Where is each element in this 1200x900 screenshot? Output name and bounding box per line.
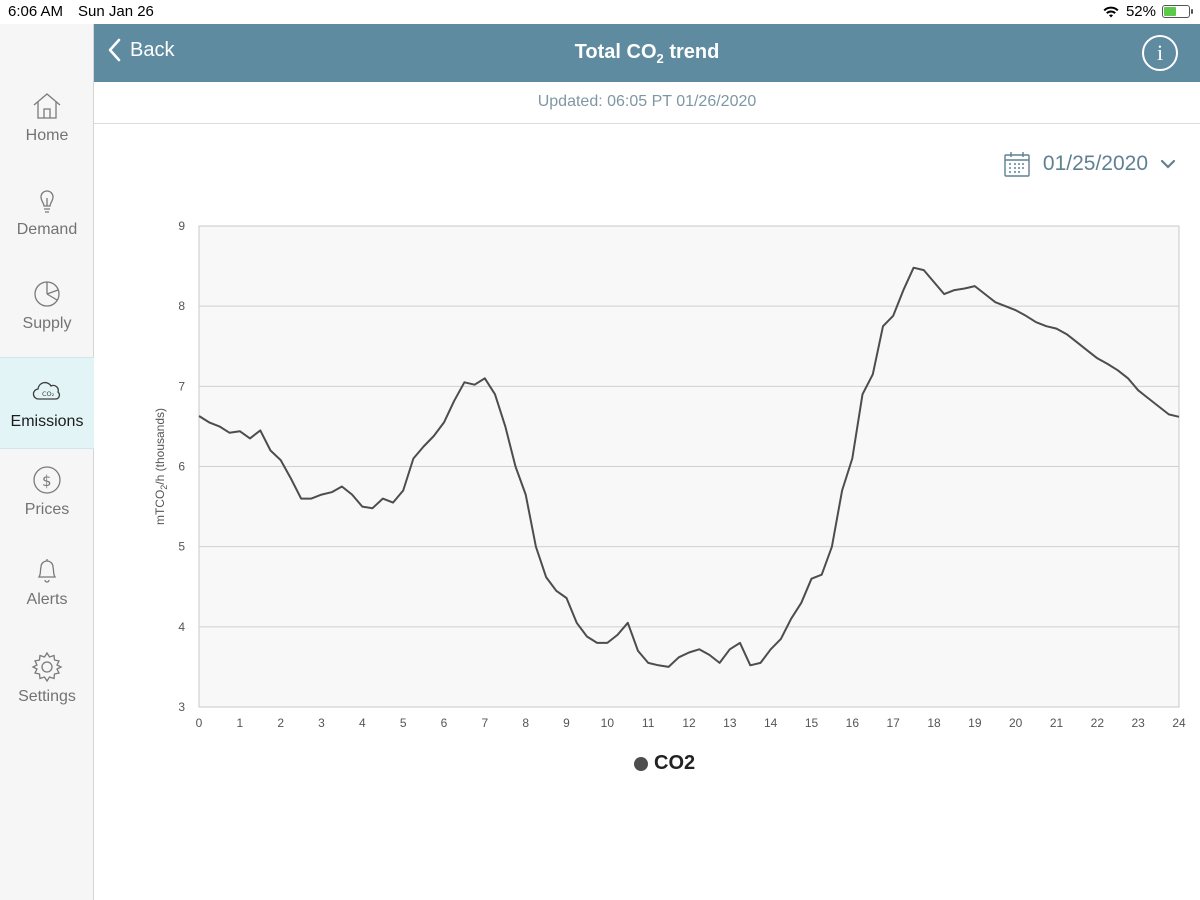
sidebar-item-home[interactable]: Home [0, 71, 94, 163]
svg-text:CO₂: CO₂ [42, 390, 55, 398]
y-axis-label: mTCO2/h (thousands) [153, 408, 169, 525]
y-tick-label: 6 [178, 460, 185, 474]
x-tick-label: 9 [563, 716, 570, 730]
date-picker-value: 01/25/2020 [1042, 152, 1148, 175]
x-tick-label: 8 [522, 716, 529, 730]
svg-text:$: $ [42, 472, 52, 490]
y-tick-label: 4 [178, 620, 185, 634]
sidebar: Home Demand Supply CO₂ Emissions $ Price… [0, 24, 94, 900]
sidebar-item-emissions[interactable]: CO₂ Emissions [0, 357, 94, 449]
calendar-icon [1004, 152, 1030, 177]
x-tick-label: 20 [1009, 716, 1023, 730]
x-tick-label: 13 [723, 716, 737, 730]
info-icon: i [1156, 40, 1164, 65]
x-tick-label: 1 [236, 716, 243, 730]
sidebar-item-label: Home [25, 127, 69, 144]
battery-percent: 52% [1125, 3, 1156, 20]
legend-label: CO2 [654, 752, 696, 774]
y-tick-label: 5 [178, 540, 185, 554]
x-tick-label: 18 [927, 716, 941, 730]
x-tick-label: 14 [764, 716, 778, 730]
battery-icon [1162, 5, 1193, 18]
x-tick-label: 11 [642, 716, 655, 730]
sidebar-item-demand[interactable]: Demand [0, 165, 94, 257]
sidebar-item-label: Prices [24, 501, 70, 518]
info-button[interactable]: i [1142, 35, 1178, 71]
legend-dot [634, 756, 648, 771]
x-tick-label: 6 [441, 716, 448, 730]
status-bar: 6:06 AM Sun Jan 26 52% [0, 0, 1200, 24]
title-suffix: trend [663, 41, 720, 63]
dollar-icon: $ [33, 466, 61, 494]
lightbulb-icon [40, 190, 54, 213]
back-label: Back [130, 38, 175, 61]
chevron-down-icon [1160, 159, 1176, 169]
y-tick-label: 9 [178, 219, 185, 233]
back-button[interactable]: Back [108, 38, 174, 62]
title-subscript: 2 [656, 51, 664, 66]
sidebar-item-label: Demand [16, 221, 78, 238]
co2-cloud-icon: CO₂ [32, 381, 61, 400]
sidebar-item-prices[interactable]: $ Prices [0, 445, 94, 537]
x-tick-label: 2 [277, 716, 284, 730]
x-tick-label: 3 [318, 716, 325, 730]
home-icon [33, 93, 61, 119]
x-tick-label: 7 [481, 716, 488, 730]
title-prefix: Total CO [574, 41, 657, 63]
status-date: Sun Jan 26 [78, 3, 154, 20]
sidebar-item-label: Supply [22, 315, 72, 332]
sidebar-item-alerts[interactable]: Alerts [0, 535, 94, 627]
x-tick-label: 4 [359, 716, 366, 730]
chevron-left-icon [108, 38, 121, 62]
y-tick-label: 7 [178, 379, 185, 393]
sidebar-item-label: Alerts [26, 591, 68, 608]
x-tick-label: 21 [1050, 716, 1064, 730]
x-tick-label: 17 [886, 716, 900, 730]
battery-fill [1164, 7, 1177, 16]
sidebar-item-supply[interactable]: Supply [0, 259, 94, 351]
wifi-icon [1103, 6, 1119, 17]
x-tick-label: 23 [1131, 716, 1145, 730]
sidebar-item-label: Settings [18, 688, 76, 705]
status-right: 52% [1102, 3, 1193, 20]
series-line-co2 [198, 266, 1180, 668]
chart-legend[interactable]: CO2 [634, 752, 695, 775]
sidebar-item-settings[interactable]: Settings [0, 632, 94, 724]
x-tick-label: 12 [682, 716, 696, 730]
page-title: Total CO2 trend [94, 41, 1200, 66]
x-tick-label: 5 [400, 716, 407, 730]
header-bar: Back Total CO2 trend i [94, 24, 1200, 82]
gear-icon [31, 651, 63, 683]
status-time: 6:06 AM [8, 3, 64, 20]
sidebar-item-label: Emissions [10, 413, 84, 430]
date-picker[interactable]: 01/25/2020 [1003, 150, 1176, 178]
bell-icon [37, 559, 57, 583]
y-tick-label: 8 [178, 299, 185, 313]
y-tick-label: 3 [178, 700, 185, 714]
x-tick-label: 16 [846, 716, 860, 730]
x-tick-label: 19 [968, 716, 982, 730]
x-tick-label: 10 [601, 716, 615, 730]
x-tick-label: 24 [1172, 716, 1186, 730]
pie-chart-icon [34, 281, 60, 307]
x-tick-label: 15 [805, 716, 819, 730]
x-tick-label: 22 [1091, 716, 1105, 730]
updated-timestamp: Updated: 06:05 PT 01/26/2020 [94, 82, 1200, 124]
x-tick-label: 0 [196, 716, 203, 730]
